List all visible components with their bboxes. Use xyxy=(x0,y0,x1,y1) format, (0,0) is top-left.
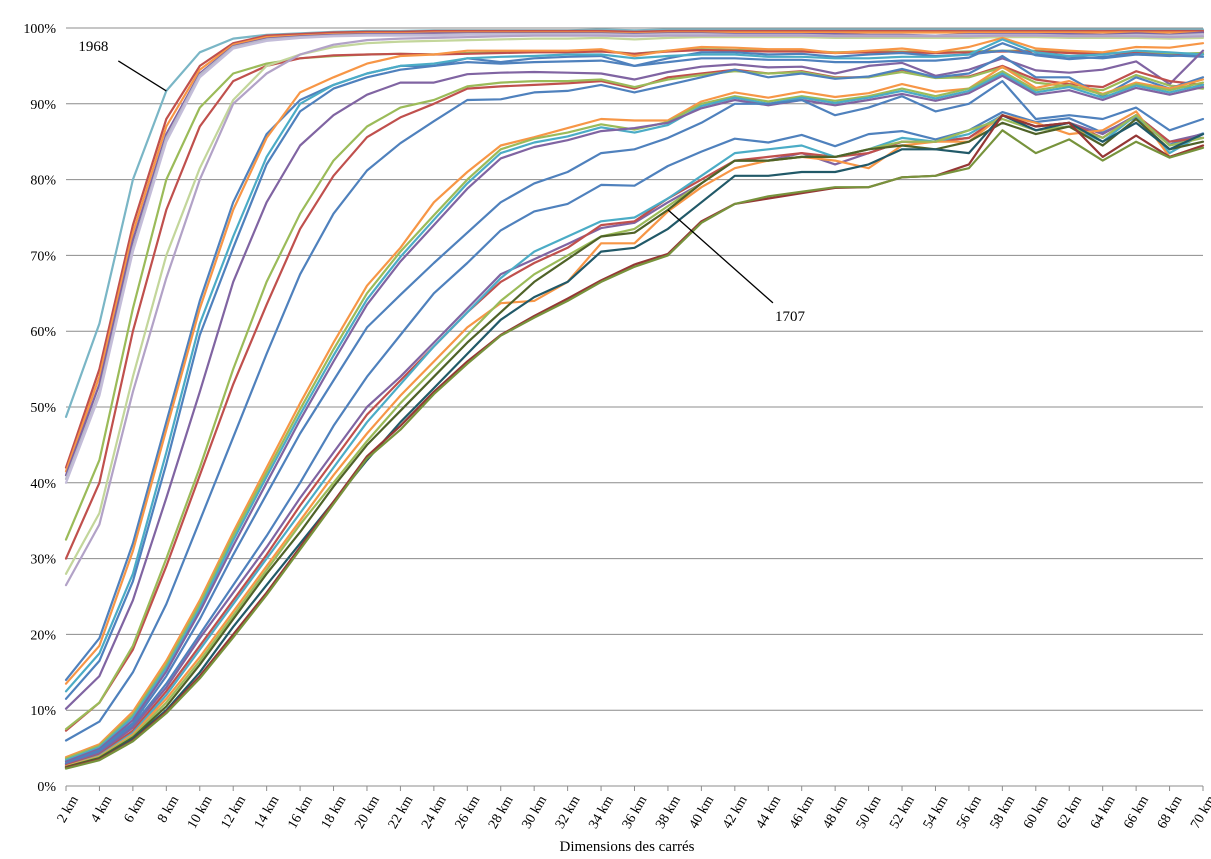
series-lines xyxy=(64,28,1205,770)
series-line-26 xyxy=(64,114,1205,767)
series-line-30 xyxy=(64,117,1205,769)
series-line-18 xyxy=(64,54,1205,742)
annotation-label: 1968 xyxy=(78,39,108,55)
x-tick-label: 10 km xyxy=(185,793,216,831)
series-line-29 xyxy=(64,114,1205,769)
x-tick-label: 62 km xyxy=(1055,793,1086,831)
series-line-20 xyxy=(64,70,1205,760)
x-tick-label: 56 km xyxy=(954,793,985,831)
x-tick-label: 28 km xyxy=(486,793,517,831)
series-line-27 xyxy=(64,114,1205,768)
series-line-28 xyxy=(64,110,1205,768)
series-line-25 xyxy=(64,114,1205,766)
gridlines xyxy=(66,27,1203,787)
x-axis-title: Dimensions des carrés xyxy=(560,839,695,854)
x-tick-label: 14 km xyxy=(252,793,283,831)
annotation-leader-line xyxy=(667,209,774,304)
series-line-16 xyxy=(64,64,1205,732)
x-tick-label: 30 km xyxy=(519,793,550,831)
series-line-21 xyxy=(64,72,1205,762)
x-tick-label: 44 km xyxy=(754,793,785,831)
y-tick-label: 80% xyxy=(30,174,56,189)
x-axis xyxy=(65,785,1204,791)
y-tick-label: 50% xyxy=(30,401,56,416)
x-axis-ticks: 2 km 4 km 6 km 8 km 10 km 12 km 14 km 16 km 18 k… xyxy=(55,793,1211,831)
series-line-14 xyxy=(64,42,1205,700)
x-tick-label: 4 km xyxy=(88,793,115,825)
series-line-10 xyxy=(64,34,1205,587)
x-tick-label: 50 km xyxy=(854,793,885,831)
x-tick-label: 18 km xyxy=(319,793,350,831)
y-tick-label: 90% xyxy=(30,98,56,113)
x-tick-label: 2 km xyxy=(55,793,82,825)
x-tick-label: 8 km xyxy=(155,793,182,825)
series-line-3 xyxy=(64,31,1205,473)
series-line-11 xyxy=(64,49,1205,682)
y-tick-label: 20% xyxy=(30,628,56,643)
annotations: 1968 1707 xyxy=(78,39,805,325)
series-line-33 xyxy=(64,129,1205,770)
series-line-32 xyxy=(64,114,1205,769)
x-tick-label: 6 km xyxy=(122,793,149,825)
x-tick-label: 24 km xyxy=(419,793,450,831)
y-tick-label: 40% xyxy=(30,477,56,492)
x-tick-label: 70 km xyxy=(1188,793,1211,831)
y-tick-label: 0% xyxy=(37,780,56,795)
x-tick-label: 20 km xyxy=(352,793,383,831)
x-tick-label: 34 km xyxy=(586,793,617,831)
x-tick-label: 66 km xyxy=(1121,793,1152,831)
annotation-label: 1707 xyxy=(775,309,806,325)
x-tick-label: 32 km xyxy=(553,793,584,831)
x-tick-label: 52 km xyxy=(887,793,918,831)
series-line-4 xyxy=(64,31,1205,477)
x-tick-label: 38 km xyxy=(653,793,684,831)
y-tick-label: 60% xyxy=(30,325,56,340)
series-line-19 xyxy=(64,65,1205,759)
series-line-1 xyxy=(64,28,1205,418)
annotation-leader-line xyxy=(117,60,167,92)
x-tick-label: 42 km xyxy=(720,793,751,831)
x-tick-label: 16 km xyxy=(285,793,316,831)
y-tick-label: 30% xyxy=(30,553,56,568)
series-line-12 xyxy=(64,36,1205,685)
y-tick-label: 10% xyxy=(30,704,56,719)
x-tick-label: 60 km xyxy=(1021,793,1052,831)
series-line-23 xyxy=(64,79,1205,765)
x-tick-label: 36 km xyxy=(620,793,651,831)
x-tick-label: 48 km xyxy=(820,793,851,831)
y-tick-label: 100% xyxy=(23,22,56,37)
x-tick-label: 46 km xyxy=(787,793,818,831)
x-tick-label: 58 km xyxy=(988,793,1019,831)
series-line-31 xyxy=(64,114,1205,769)
x-tick-label: 22 km xyxy=(386,793,417,831)
series-line-22 xyxy=(64,74,1205,763)
series-line-9 xyxy=(64,35,1205,575)
x-tick-label: 54 km xyxy=(921,793,952,831)
y-axis-ticks: 0% 10% 20% 30% 40% 50% 60% 70% 80% 90% 100% xyxy=(23,22,56,795)
x-tick-label: 12 km xyxy=(218,793,249,831)
x-tick-label: 40 km xyxy=(687,793,718,831)
series-line-2 xyxy=(64,29,1205,469)
y-tick-label: 70% xyxy=(30,249,56,264)
x-tick-label: 26 km xyxy=(453,793,484,831)
x-tick-label: 64 km xyxy=(1088,793,1119,831)
series-line-13 xyxy=(64,38,1205,693)
x-tick-label: 68 km xyxy=(1155,793,1186,831)
series-line-24 xyxy=(64,110,1205,766)
